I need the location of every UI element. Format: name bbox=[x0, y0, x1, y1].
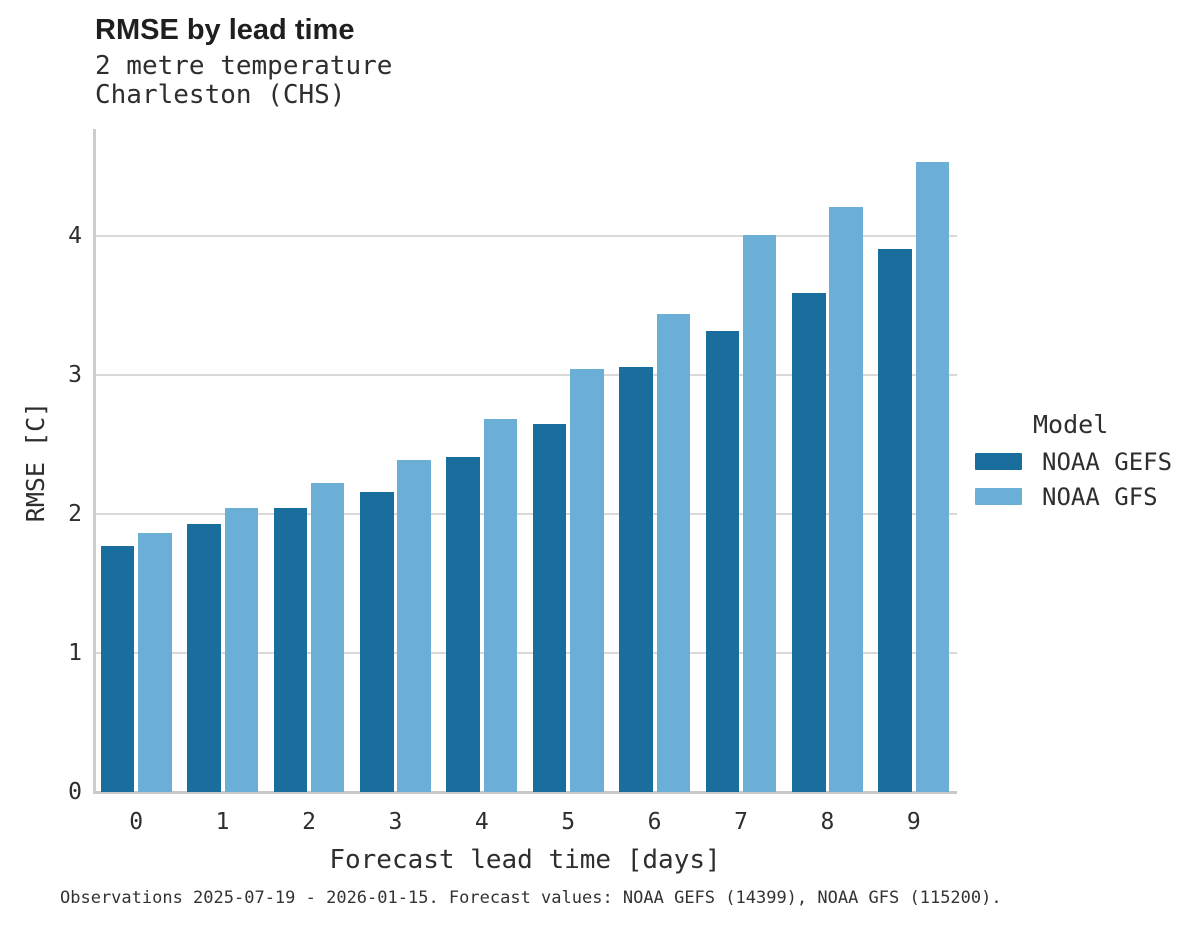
x-tick-label-0: 0 bbox=[129, 809, 144, 835]
y-tick-label-0: 0 bbox=[68, 779, 82, 805]
y-tick-label-4: 4 bbox=[68, 223, 82, 250]
bar-noaa-gefs-day-4 bbox=[446, 457, 480, 792]
legend-swatch-noaa-gfs bbox=[975, 488, 1022, 505]
bar-noaa-gfs-day-5 bbox=[570, 369, 604, 792]
bar-noaa-gfs-day-3 bbox=[397, 459, 431, 792]
x-tick-label-4: 4 bbox=[474, 809, 489, 835]
gridline-y-3 bbox=[93, 374, 957, 377]
bar-noaa-gfs-day-7 bbox=[742, 234, 777, 792]
x-axis-title: Forecast lead time [days] bbox=[329, 845, 721, 875]
bar-noaa-gefs-day-5 bbox=[532, 423, 567, 792]
bar-noaa-gfs-day-9 bbox=[915, 162, 950, 792]
legend-title: Model bbox=[1033, 410, 1109, 439]
x-tick-label-8: 8 bbox=[820, 809, 835, 835]
bar-noaa-gfs-day-6 bbox=[656, 313, 690, 792]
bar-noaa-gfs-day-0 bbox=[138, 533, 172, 792]
x-axis-line bbox=[93, 791, 957, 794]
y-tick-label-1: 1 bbox=[68, 640, 82, 666]
x-tick-label-6: 6 bbox=[647, 809, 662, 835]
chart-subtitle-line2: Charleston (CHS) bbox=[95, 80, 346, 110]
bar-noaa-gfs-day-4 bbox=[483, 419, 518, 792]
x-tick-label-9: 9 bbox=[906, 809, 921, 835]
bar-noaa-gefs-day-9 bbox=[878, 248, 912, 792]
x-tick-label-2: 2 bbox=[302, 809, 316, 835]
x-tick-label-3: 3 bbox=[388, 809, 403, 835]
chart-subtitle-line1: 2 metre temperature bbox=[95, 51, 393, 81]
legend-label-noaa-gfs: NOAA GFS bbox=[1042, 483, 1158, 511]
x-tick-label-7: 7 bbox=[734, 809, 748, 835]
bar-noaa-gefs-day-7 bbox=[705, 330, 740, 792]
bar-noaa-gefs-day-3 bbox=[360, 491, 394, 792]
bar-noaa-gefs-day-2 bbox=[273, 508, 308, 792]
x-tick-label-5: 5 bbox=[561, 809, 576, 835]
y-axis-line bbox=[93, 129, 96, 794]
legend-swatch-noaa-gefs bbox=[975, 453, 1022, 470]
y-tick-label-2: 2 bbox=[68, 501, 82, 527]
chart-title: RMSE by lead time bbox=[95, 14, 355, 46]
x-tick-label-1: 1 bbox=[215, 809, 230, 835]
bar-noaa-gfs-day-8 bbox=[829, 206, 863, 792]
bar-noaa-gefs-day-0 bbox=[100, 545, 135, 792]
y-axis-title: RMSE [C] bbox=[21, 401, 50, 523]
bar-noaa-gfs-day-1 bbox=[224, 508, 258, 792]
y-tick-label-3: 3 bbox=[68, 362, 82, 389]
bar-noaa-gefs-day-6 bbox=[619, 366, 653, 792]
bar-noaa-gfs-day-2 bbox=[310, 483, 345, 792]
bar-noaa-gefs-day-1 bbox=[187, 523, 221, 792]
bar-noaa-gefs-day-8 bbox=[792, 293, 826, 792]
caption: Observations 2025-07-19 - 2026-01-15. Fo… bbox=[60, 888, 1002, 908]
legend-label-noaa-gefs: NOAA GEFS bbox=[1042, 448, 1173, 476]
gridline-y-1 bbox=[93, 652, 957, 654]
gridline-y-2 bbox=[93, 513, 957, 515]
gridline-y-4 bbox=[93, 235, 957, 238]
